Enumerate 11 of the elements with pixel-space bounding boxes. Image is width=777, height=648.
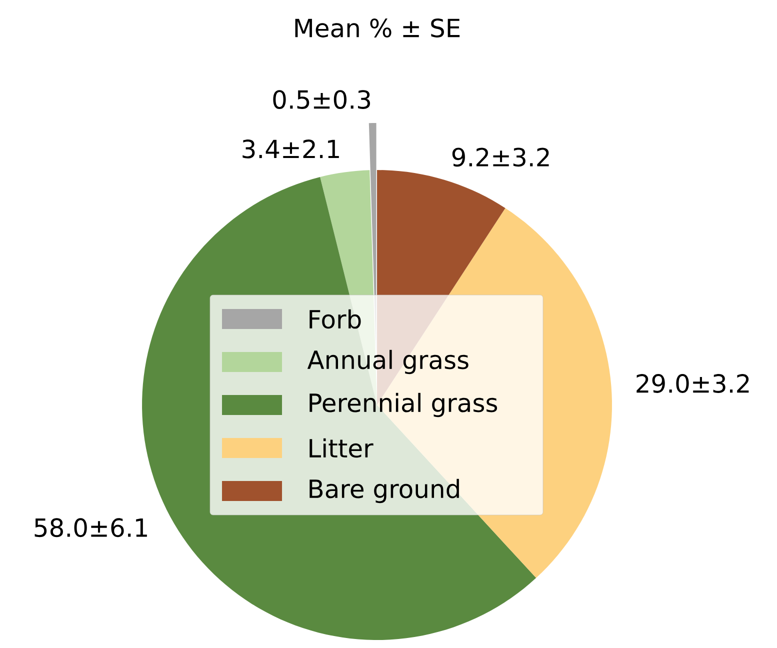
data-label: 29.0±3.2: [636, 374, 749, 393]
data-label: 0.5±0.3: [273, 90, 370, 109]
legend-label: Litter: [310, 438, 374, 458]
chart-title: Mean % ± SE: [295, 18, 460, 38]
data-label: 3.4±2.1: [242, 139, 339, 158]
legend-label: Bare ground: [310, 478, 459, 504]
legend-label: Perennial grass: [310, 392, 498, 418]
legend-label: Forb: [310, 309, 361, 329]
data-label: 58.0±6.1: [34, 518, 147, 538]
data-label: 9.2±3.2: [452, 148, 549, 167]
legend-label: Annual grass: [307, 350, 468, 374]
